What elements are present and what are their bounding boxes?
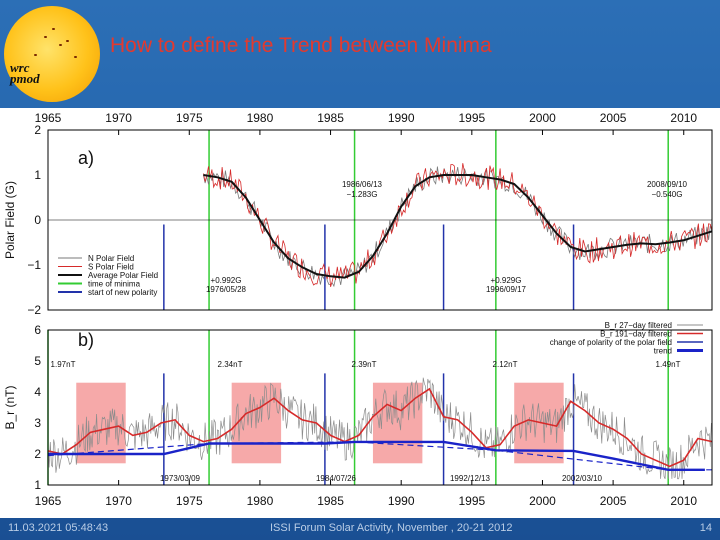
n-polar-field-line [203,166,713,288]
annot-b-1: 1.97nT [51,360,76,369]
legend-b-label-1: B_r 27−day filtered [605,321,672,330]
average-polar-field-line [203,174,713,279]
x-tick-bottom-1970: 1970 [105,494,132,508]
x-tick-top-1990: 1990 [388,111,415,125]
annot-a-4: +0.929G [491,276,522,285]
panel-label-a: a) [78,148,94,168]
x-tick-top-1995: 1995 [458,111,485,125]
legend-a-label-4: time of minima [88,280,141,289]
x-tick-bottom-2000: 2000 [529,494,556,508]
annot-a-1-sub: −1.283G [347,190,378,199]
slide-footer: 11.03.2021 05:48:43 ISSI Forum Solar Act… [0,518,720,540]
legend-b-label-3: change of polarity of the polar field [550,338,672,347]
y-tick-b-1: 5 [34,354,41,368]
y-tick-a-1: 1 [34,168,41,182]
annot-b-9: 2002/03/10 [562,474,603,483]
x-tick-top-1975: 1975 [176,111,203,125]
x-tick-top-1985: 1985 [317,111,344,125]
annot-a-3: +0.992G [211,276,242,285]
annot-b-3: 2.39nT [352,360,377,369]
legend-a-label-5: start of new polarity [88,288,157,297]
x-tick-top-2000: 2000 [529,111,556,125]
x-tick-top-2005: 2005 [600,111,627,125]
x-tick-bottom-1990: 1990 [388,494,415,508]
s-polar-field-line [203,163,713,288]
sun-logo-icon [4,6,100,102]
x-tick-bottom-1965: 1965 [35,494,62,508]
slide-title: How to define the Trend between Minima [110,34,492,57]
pmod-wrc-logo: wrc pmod [10,60,40,86]
x-tick-top-1965: 1965 [35,111,62,125]
legend-b-label-2: B_r 191−day filtered [600,330,672,339]
y-tick-b-2: 4 [34,385,41,399]
annot-a-2: 2008/09/10 [647,180,688,189]
annot-b-8: 1992/12/13 [450,474,491,483]
y-tick-a-4: −2 [27,303,41,317]
y-tick-b-4: 2 [34,447,41,461]
x-tick-bottom-1975: 1975 [176,494,203,508]
legend-a-label-3: Average Polar Field [88,271,158,280]
annot-a-1: 1986/06/13 [342,180,383,189]
legend-a-label-1: N Polar Field [88,254,134,263]
annot-a-3-sub: 1976/05/28 [206,285,247,294]
y-tick-b-0: 6 [34,323,41,337]
y-tick-b-3: 3 [34,416,41,430]
annot-b-6: 1973/03/09 [160,474,201,483]
y-label-a: Polar Field (G) [3,181,17,259]
annot-b-7: 1984/07/26 [316,474,357,483]
footer-date: 11.03.2021 05:48:43 [8,522,109,534]
x-tick-bottom-1985: 1985 [317,494,344,508]
panel-label-b: b) [78,330,94,350]
panel-b-frame [47,329,713,486]
polar-field-chart: 1965 1965 1970 1970 1975 1975 1980 1980 1985 1985… [3,111,713,508]
annot-b-5: 1.49nT [656,360,681,369]
br-191day-line [47,387,713,468]
y-label-b: B_r (nT) [3,385,17,429]
x-tick-bottom-1995: 1995 [458,494,485,508]
y-tick-a-0: 2 [34,123,41,137]
br-27day-line [47,377,712,480]
minima-connect-dashed-line [47,441,712,471]
x-tick-bottom-1980: 1980 [247,494,274,508]
x-tick-top-2010: 2010 [670,111,697,125]
page-number: 14 [699,522,712,534]
annot-a-2-sub: −0.540G [652,190,683,199]
annot-a-4-sub: 1996/09/17 [486,285,527,294]
y-tick-b-5: 1 [34,478,41,492]
legend-a-label-2: S Polar Field [88,263,134,272]
y-tick-a-3: −1 [27,258,41,272]
annot-b-2: 2.34nT [218,360,243,369]
footer-title: ISSI Forum Solar Activity, November , 20… [270,522,513,534]
x-tick-top-1970: 1970 [105,111,132,125]
trend-line [48,440,705,471]
slide-header: wrc pmod How to define the Trend between… [0,0,720,108]
legend-b-label-4: trend [654,347,672,356]
y-tick-a-2: 0 [34,213,41,227]
x-tick-bottom-2010: 2010 [670,494,697,508]
annot-b-4: 2.12nT [493,360,518,369]
x-tick-top-1980: 1980 [247,111,274,125]
panel-a-frame [47,129,713,311]
figure-panel: 1965 1965 1970 1970 1975 1975 1980 1980 1985 1985… [0,108,720,518]
x-tick-bottom-2005: 2005 [600,494,627,508]
